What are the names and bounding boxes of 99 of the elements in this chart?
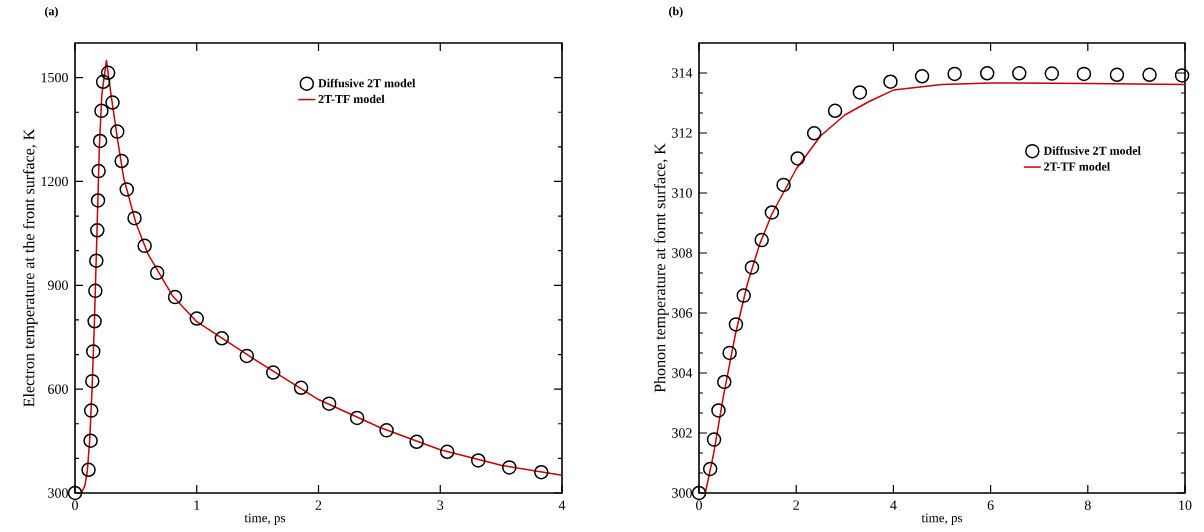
y-tick-label: 312 — [672, 128, 692, 138]
point — [790, 151, 805, 166]
x-tick-label: 6 — [987, 500, 994, 510]
point — [293, 380, 309, 396]
point — [470, 453, 486, 468]
point — [439, 444, 455, 460]
legend-label: Diffusive 2T model — [318, 78, 416, 88]
point — [88, 283, 103, 299]
point — [214, 331, 230, 346]
y-tick-label: 600 — [48, 384, 68, 394]
point — [127, 210, 142, 226]
point — [90, 193, 106, 208]
point — [149, 265, 165, 281]
y-tick-label: 304 — [672, 368, 693, 378]
point — [83, 403, 99, 418]
point — [711, 403, 726, 418]
point — [94, 103, 109, 119]
point — [265, 365, 281, 380]
point — [321, 396, 337, 411]
x-tick-label: 3 — [437, 500, 444, 510]
chart-title: (a) — [44, 6, 58, 18]
y-tick-label: 308 — [672, 248, 692, 258]
point — [534, 464, 549, 480]
point — [827, 103, 843, 119]
point — [100, 65, 116, 81]
x-tick-label: 8 — [1084, 500, 1091, 510]
x-tick-label: 10 — [1179, 500, 1192, 510]
point — [85, 373, 100, 389]
y-tick-label: 314 — [672, 68, 693, 78]
point — [754, 232, 769, 248]
x-tick-label: 0 — [72, 500, 78, 510]
y-axis-title: Phonon temperature at fornt surface, K — [653, 143, 669, 393]
y-tick-label: 306 — [672, 308, 693, 318]
y-tick-label: 302 — [672, 428, 692, 438]
point — [81, 462, 96, 478]
point — [1174, 68, 1190, 83]
point — [167, 289, 183, 305]
point — [409, 434, 424, 450]
legend-label: 2T-TF model — [318, 94, 385, 104]
point — [1109, 67, 1125, 83]
point — [110, 124, 125, 139]
y-tick-label: 1200 — [41, 176, 68, 187]
point — [92, 133, 108, 149]
point — [883, 74, 898, 89]
point — [722, 345, 737, 361]
x-tick-label: 2 — [315, 500, 322, 510]
point — [979, 66, 995, 81]
point — [1012, 66, 1027, 81]
line-series — [704, 82, 1185, 493]
point — [852, 85, 868, 100]
point — [776, 177, 791, 193]
point — [87, 314, 102, 329]
point — [706, 432, 722, 447]
point — [1142, 67, 1157, 83]
point — [764, 205, 780, 220]
point — [90, 223, 105, 238]
point — [502, 460, 517, 475]
point — [189, 311, 205, 326]
y-axis-title: Electron temperature at the front surface, K — [22, 128, 38, 407]
point — [105, 95, 120, 110]
point — [744, 260, 760, 275]
legend-label: 2T-TF model — [1044, 162, 1110, 171]
point — [806, 126, 822, 141]
point — [947, 66, 962, 82]
point — [691, 485, 707, 501]
legend-label: Diffusive 2T model — [1043, 146, 1141, 155]
x-tick-label: 0 — [696, 500, 702, 510]
y-tick-label: 300 — [672, 488, 692, 498]
line-series — [80, 59, 563, 493]
x-tick-label: 2 — [793, 500, 799, 510]
chart-title: (b) — [669, 6, 683, 18]
y-tick-label: 300 — [48, 488, 68, 498]
point — [89, 253, 104, 268]
point — [349, 410, 365, 426]
point — [702, 461, 718, 477]
x-axis-title: time, ps — [244, 513, 286, 525]
point — [728, 317, 744, 332]
point — [137, 238, 152, 254]
point — [914, 69, 930, 84]
point — [91, 163, 106, 179]
point — [239, 348, 255, 364]
x-tick-label: 4 — [890, 500, 897, 510]
x-axis-title: time, ps — [921, 513, 963, 525]
point — [119, 182, 135, 197]
y-tick-label: 900 — [47, 280, 68, 291]
x-tick-label: 4 — [558, 500, 566, 510]
y-tick-label: 310 — [672, 188, 692, 198]
point — [86, 344, 101, 359]
point — [379, 423, 394, 438]
point — [1044, 66, 1060, 81]
point — [1076, 66, 1092, 82]
point — [717, 374, 732, 390]
point — [114, 153, 129, 169]
x-tick-label: 1 — [194, 500, 200, 510]
point — [736, 288, 751, 303]
point — [67, 485, 83, 501]
point — [95, 74, 111, 90]
y-tick-label: 1500 — [41, 72, 68, 83]
point — [83, 433, 98, 448]
